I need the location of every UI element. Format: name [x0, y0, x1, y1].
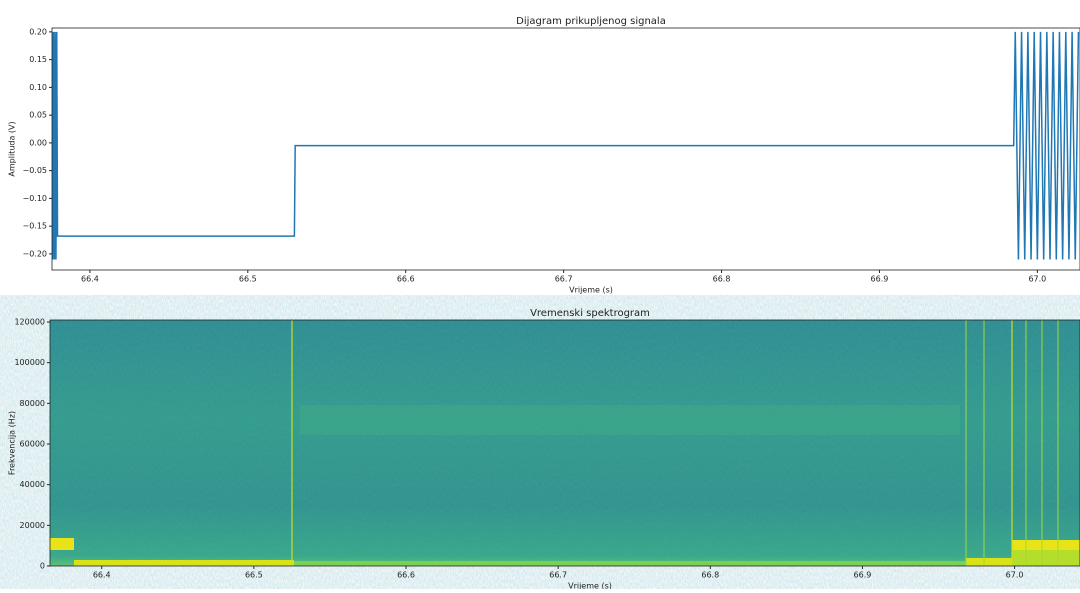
- x-axis-label: Vrijeme (s): [568, 582, 612, 590]
- x-tick-label: 66.7: [555, 275, 573, 284]
- spectrogram-image: [50, 320, 1080, 566]
- signal-line: [52, 31, 1080, 260]
- x-tick-label: 66.9: [854, 571, 872, 580]
- y-tick-label: 80000: [20, 399, 45, 408]
- y-axis-label: Frekvencija (Hz): [8, 411, 17, 475]
- y-tick-label: 0.20: [29, 27, 47, 36]
- chart-title: Dijagram prikupljenog signala: [516, 16, 666, 27]
- axes-frame: [49, 319, 1080, 567]
- y-tick-label: −0.05: [22, 166, 47, 175]
- x-tick-label: 66.9: [871, 275, 889, 284]
- y-tick-label: 0: [40, 562, 45, 571]
- y-tick-label: −0.10: [22, 194, 47, 203]
- x-tick-label: 66.5: [239, 275, 257, 284]
- y-tick-label: 120000: [14, 318, 45, 327]
- y-tick-label: −0.20: [22, 249, 47, 258]
- y-tick-label: 40000: [20, 480, 45, 489]
- x-axis-label: Vrijeme (s): [569, 286, 613, 295]
- y-tick-label: 0.15: [29, 55, 47, 64]
- x-tick-label: 67.0: [1006, 571, 1024, 580]
- x-tick-label: 66.7: [549, 571, 567, 580]
- y-tick-label: 20000: [20, 521, 45, 530]
- y-tick-label: 60000: [20, 440, 45, 449]
- x-tick-label: 67.0: [1028, 275, 1046, 284]
- x-tick-label: 66.4: [81, 275, 99, 284]
- y-tick-label: 100000: [14, 358, 45, 367]
- x-tick-label: 66.6: [397, 275, 415, 284]
- y-axis-label: Amplituda (V): [8, 121, 17, 176]
- x-tick-label: 66.8: [701, 571, 719, 580]
- y-tick-label: 0.00: [29, 138, 47, 147]
- x-tick-label: 66.4: [93, 571, 111, 580]
- y-tick-label: 0.05: [29, 111, 47, 120]
- x-tick-label: 66.8: [713, 275, 731, 284]
- x-tick-label: 66.5: [245, 571, 263, 580]
- chart-title: Vremenski spektrogram: [530, 308, 650, 319]
- axes-frame: [51, 27, 1080, 271]
- y-tick-label: 0.10: [29, 83, 47, 92]
- x-tick-label: 66.6: [397, 571, 415, 580]
- y-tick-label: −0.15: [22, 222, 47, 231]
